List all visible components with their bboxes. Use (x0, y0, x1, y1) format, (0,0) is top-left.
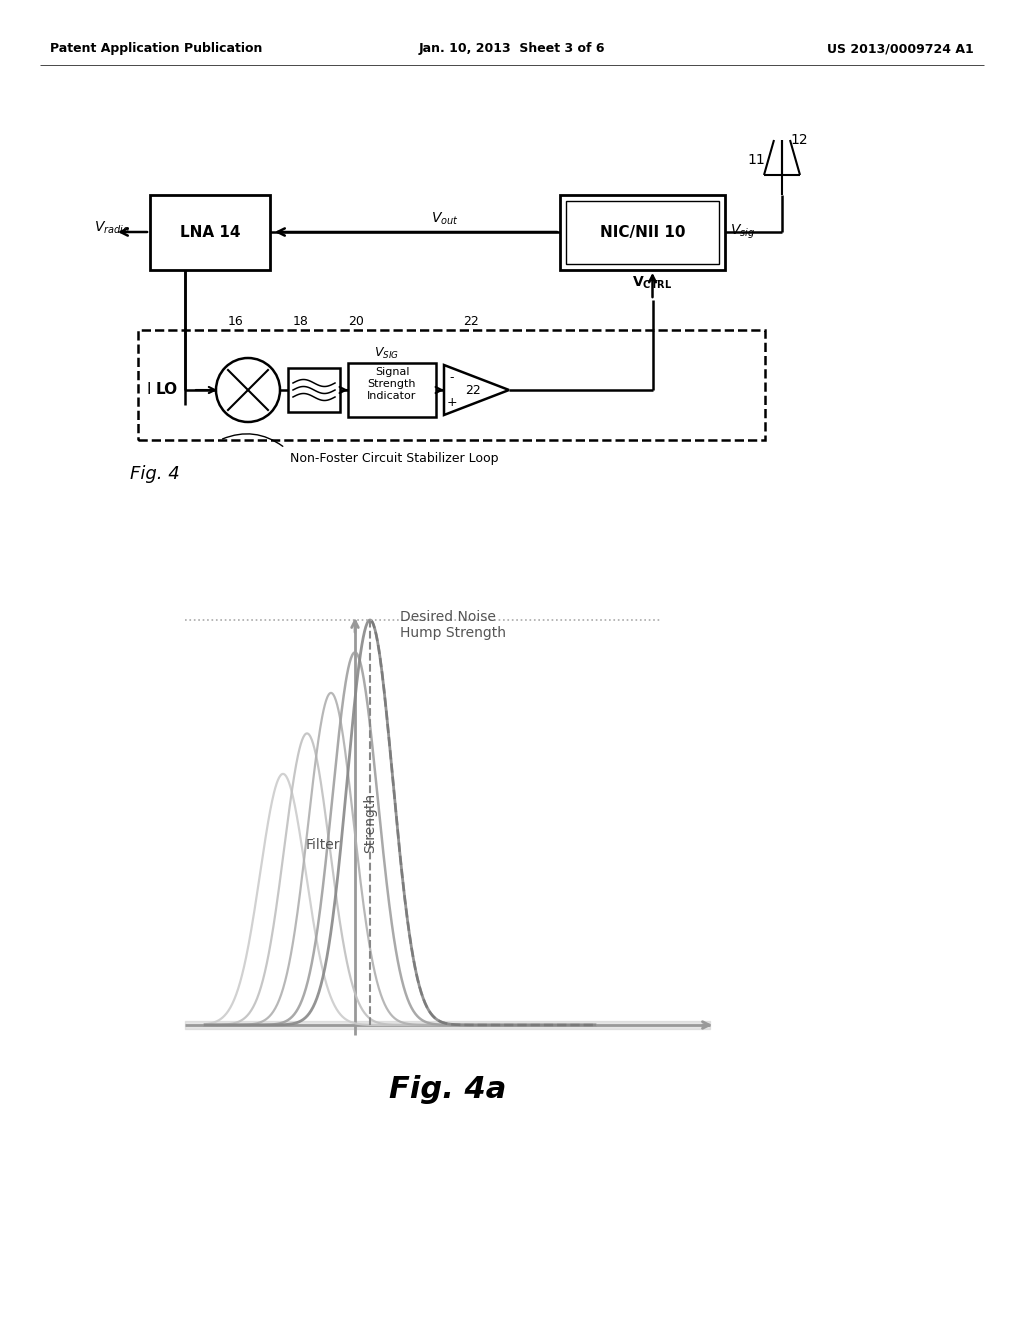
Text: 12: 12 (790, 133, 808, 147)
Bar (288, 368, 340, 412)
Text: Strength: Strength (368, 379, 416, 389)
Text: $V_{out}$: $V_{out}$ (431, 211, 459, 227)
Bar (560, 195, 725, 271)
Bar (150, 195, 270, 271)
Text: Non-Foster Circuit Stabilizer Loop: Non-Foster Circuit Stabilizer Loop (290, 451, 499, 465)
Text: US 2013/0009724 A1: US 2013/0009724 A1 (827, 42, 974, 55)
Text: Filter: Filter (305, 838, 340, 851)
Text: Strength: Strength (362, 792, 377, 853)
Text: 20: 20 (348, 315, 364, 327)
Text: 22: 22 (465, 384, 481, 396)
Text: Fig. 4a: Fig. 4a (389, 1074, 506, 1104)
Text: 22: 22 (464, 315, 479, 327)
Bar (348, 363, 436, 417)
Text: Patent Application Publication: Patent Application Publication (50, 42, 262, 55)
Text: $V_{SIG}$: $V_{SIG}$ (375, 346, 399, 360)
Text: LNA 14: LNA 14 (180, 224, 241, 240)
Text: Signal: Signal (375, 367, 410, 378)
Text: $\mathbf{V_{CTRL}}$: $\mathbf{V_{CTRL}}$ (633, 275, 673, 292)
Text: $V_{radio}$: $V_{radio}$ (94, 220, 130, 236)
Text: 16: 16 (228, 315, 244, 327)
Bar (566, 201, 719, 264)
Text: LO: LO (156, 383, 178, 397)
Text: 11: 11 (746, 153, 765, 168)
Text: +: + (446, 396, 458, 409)
Text: $V_{sig}$: $V_{sig}$ (730, 223, 755, 242)
Text: I: I (146, 383, 151, 397)
Bar (138, 330, 765, 440)
Text: 18: 18 (293, 315, 309, 327)
Text: Desired Noise
Hump Strength: Desired Noise Hump Strength (400, 610, 506, 640)
Text: Fig. 4: Fig. 4 (130, 465, 180, 483)
Text: NIC/NII 10: NIC/NII 10 (600, 224, 685, 240)
Text: -: - (450, 371, 455, 384)
Text: Jan. 10, 2013  Sheet 3 of 6: Jan. 10, 2013 Sheet 3 of 6 (419, 42, 605, 55)
Text: Indicator: Indicator (368, 391, 417, 401)
